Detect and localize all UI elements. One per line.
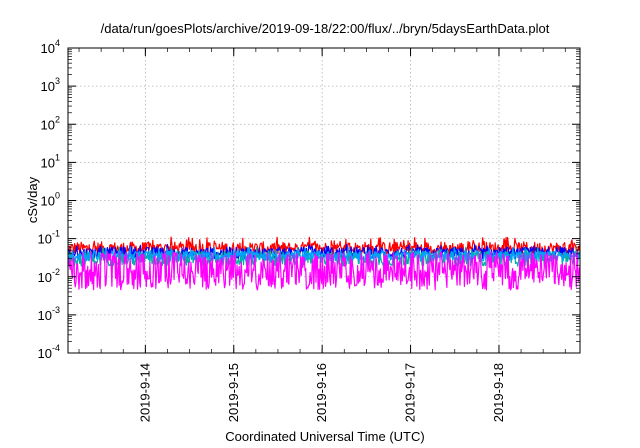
y-axis-label: cSv/day xyxy=(25,176,40,223)
x-tick-label: 2019-9-15 xyxy=(226,363,241,422)
y-tick-label: 103 xyxy=(41,76,60,94)
x-tick-label: 2019-9-14 xyxy=(137,363,152,422)
y-tick-label: 102 xyxy=(41,114,60,132)
y-tick-label: 10-2 xyxy=(38,267,60,285)
y-tick-label: 10-3 xyxy=(38,305,60,323)
chart-title: /data/run/goesPlots/archive/2019-09-18/2… xyxy=(101,21,550,36)
y-axis: 10-4 10-3 10-2 10-1 100 101 102 103 104 xyxy=(38,38,580,361)
series-line-5 xyxy=(67,251,581,291)
x-axis-label: Coordinated Universal Time (UTC) xyxy=(225,429,424,444)
y-tick-label: 100 xyxy=(41,191,60,209)
y-tick-label: 10-4 xyxy=(38,343,60,361)
series-group xyxy=(67,236,581,291)
x-tick-label: 2019-9-16 xyxy=(314,363,329,422)
y-tick-label: 101 xyxy=(41,152,60,170)
y-tick-label: 10-1 xyxy=(38,229,60,247)
x-axis: 2019-9-14 2019-9-15 2019-9-16 2019-9-17 2019… xyxy=(78,48,566,422)
grid xyxy=(68,48,580,353)
y-tick-label: 104 xyxy=(41,38,60,56)
x-tick-label: 2019-9-18 xyxy=(491,363,506,422)
x-tick-label: 2019-9-17 xyxy=(403,363,418,422)
